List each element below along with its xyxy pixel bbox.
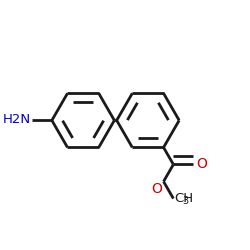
- Text: O: O: [196, 157, 207, 171]
- Text: CH: CH: [174, 192, 194, 205]
- Text: 3: 3: [182, 196, 188, 206]
- Text: O: O: [151, 182, 162, 196]
- Text: H2N: H2N: [3, 114, 31, 126]
